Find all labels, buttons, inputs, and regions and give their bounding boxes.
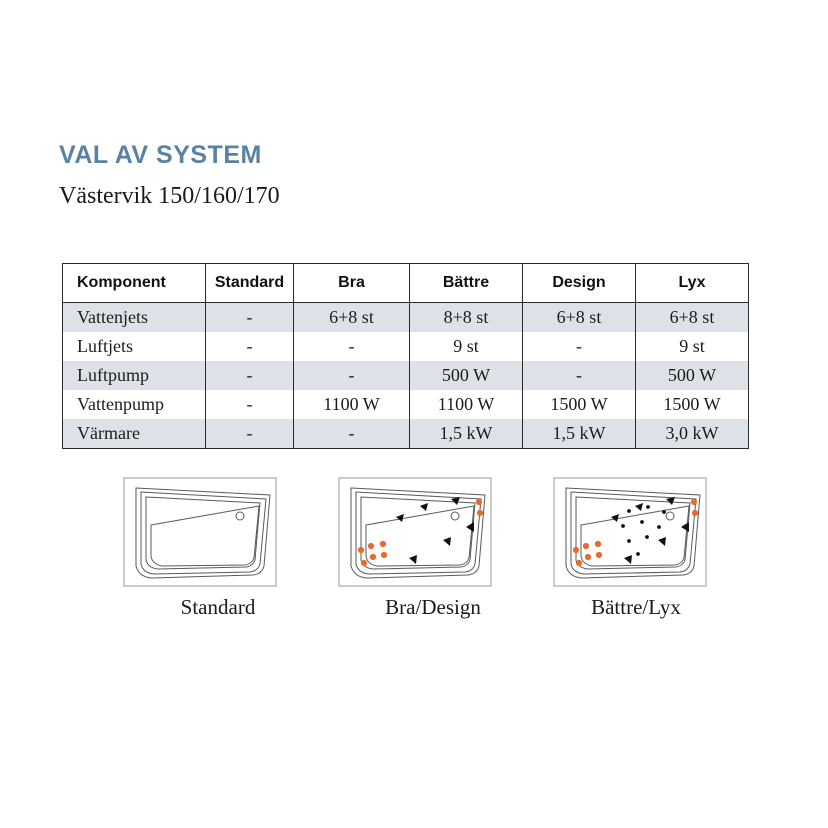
cell-standard: - — [205, 390, 294, 419]
cell-battre: 1,5 kW — [409, 419, 523, 449]
bathtub-standard-icon — [123, 477, 277, 587]
cell-bra: - — [293, 332, 410, 361]
bathtub-standard-figure: Standard — [112, 470, 324, 640]
cell-lyx: 500 W — [635, 361, 749, 390]
cell-design: 6+8 st — [522, 302, 636, 332]
table-header-row: Komponent Standard Bra Bättre Design Lyx — [62, 263, 749, 303]
table-row: Luftpump - - 500 W - 500 W — [62, 361, 749, 390]
column-header-battre: Bättre — [409, 263, 523, 303]
column-header-design: Design — [522, 263, 636, 303]
cell-lyx: 9 st — [635, 332, 749, 361]
cell-lyx: 3,0 kW — [635, 419, 749, 449]
cell-battre: 1100 W — [409, 390, 523, 419]
cell-component: Vattenjets — [62, 302, 206, 332]
cell-design: 1500 W — [522, 390, 636, 419]
table-row: Luftjets - - 9 st - 9 st — [62, 332, 749, 361]
cell-bra: 1100 W — [293, 390, 410, 419]
spec-table-wrapper: Komponent Standard Bra Bättre Design Lyx… — [62, 263, 749, 449]
bathtub-battre-lyx-figure: Bättre/Lyx — [530, 470, 742, 640]
cell-design: - — [522, 361, 636, 390]
bathtub-bra-design-icon — [338, 477, 492, 587]
cell-bra: - — [293, 419, 410, 449]
column-header-standard: Standard — [205, 263, 294, 303]
cell-component: Vattenpump — [62, 390, 206, 419]
cell-battre: 9 st — [409, 332, 523, 361]
bathtub-battre-lyx-icon — [553, 477, 707, 587]
water-jet-nozzles — [396, 497, 474, 564]
air-jet-dots — [621, 505, 666, 556]
orange-jet-cluster — [572, 498, 699, 567]
table-row: Värmare - - 1,5 kW 1,5 kW 3,0 kW — [62, 419, 749, 449]
table-row: Vattenjets - 6+8 st 8+8 st 6+8 st 6+8 st — [62, 302, 749, 332]
figure-caption: Bättre/Lyx — [591, 595, 681, 619]
column-header-lyx: Lyx — [635, 263, 749, 303]
cell-component: Luftjets — [62, 332, 206, 361]
cell-lyx: 1500 W — [635, 390, 749, 419]
cell-bra: - — [293, 361, 410, 390]
bathtub-bra-design-figure: Bra/Design — [327, 470, 539, 640]
column-header-bra: Bra — [293, 263, 410, 303]
column-header-komponent: Komponent — [62, 263, 206, 303]
page-title: VAL AV SYSTEM — [59, 141, 262, 169]
cell-standard: - — [205, 361, 294, 390]
specification-table: Komponent Standard Bra Bättre Design Lyx… — [62, 263, 749, 449]
cell-component: Värmare — [62, 419, 206, 449]
water-jet-nozzles — [611, 497, 689, 564]
cell-standard: - — [205, 332, 294, 361]
table-row: Vattenpump - 1100 W 1100 W 1500 W 1500 W — [62, 390, 749, 419]
cell-standard: - — [205, 419, 294, 449]
figure-caption: Standard — [180, 595, 256, 619]
cell-component: Luftpump — [62, 361, 206, 390]
cell-design: - — [522, 332, 636, 361]
cell-lyx: 6+8 st — [635, 302, 749, 332]
page-subtitle: Västervik 150/160/170 — [59, 183, 280, 209]
cell-bra: 6+8 st — [293, 302, 410, 332]
cell-battre: 500 W — [409, 361, 523, 390]
orange-jet-cluster — [357, 498, 484, 567]
cell-design: 1,5 kW — [522, 419, 636, 449]
figure-caption: Bra/Design — [385, 595, 481, 619]
cell-battre: 8+8 st — [409, 302, 523, 332]
bathtub-diagram-row: Standard — [0, 470, 828, 640]
cell-standard: - — [205, 302, 294, 332]
